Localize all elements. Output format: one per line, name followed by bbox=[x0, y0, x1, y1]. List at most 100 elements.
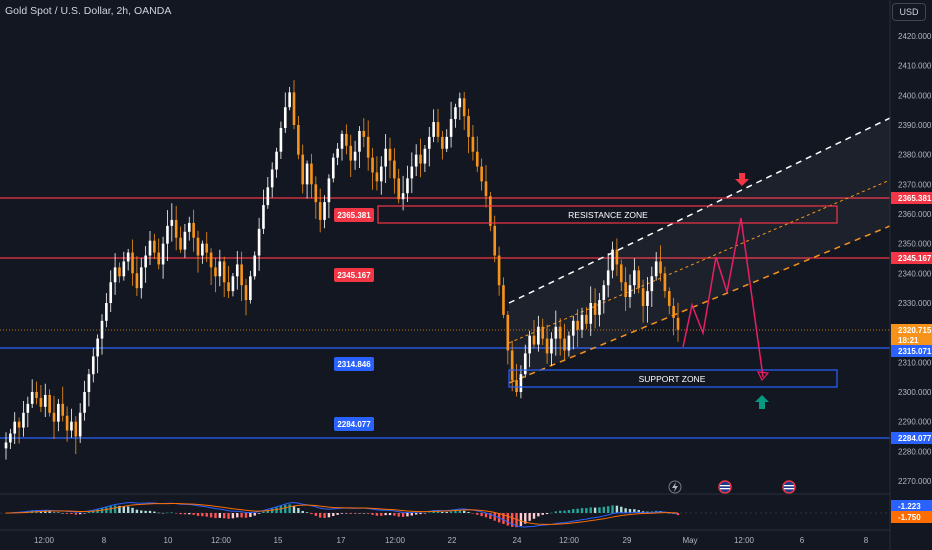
macd-histogram-bar bbox=[585, 508, 588, 513]
us-flag-event-icon-2[interactable] bbox=[782, 480, 796, 494]
macd-histogram-bar bbox=[87, 511, 91, 513]
ascending-channel[interactable] bbox=[508, 117, 891, 384]
macd-histogram-bar bbox=[201, 513, 204, 517]
macd-histogram-bar bbox=[257, 513, 261, 514]
price-axis-badge: 2345.167 bbox=[891, 252, 932, 264]
macd-histogram-bar bbox=[275, 507, 278, 513]
time-tick: 8 bbox=[864, 536, 869, 545]
macd-histogram-bar bbox=[336, 513, 339, 515]
up-arrow-icon[interactable] bbox=[755, 395, 769, 409]
level-label-2314[interactable]: 2314.846 bbox=[334, 357, 374, 371]
candle-body bbox=[576, 320, 579, 330]
candle-body bbox=[157, 252, 161, 265]
price-axis-badge-text: -1.223 bbox=[898, 502, 921, 511]
macd-histogram-bar bbox=[218, 513, 222, 518]
us-flag-event-icon[interactable] bbox=[718, 480, 732, 494]
candle-body bbox=[196, 237, 200, 256]
channel-upper-line[interactable] bbox=[508, 117, 891, 304]
levels-layer bbox=[0, 197, 890, 439]
candle-body bbox=[493, 225, 497, 256]
macd-histogram-bar bbox=[620, 506, 623, 513]
symbol-title[interactable]: Gold Spot / U.S. Dollar, 2h, OANDA bbox=[5, 5, 172, 17]
macd-histogram-bar bbox=[109, 506, 112, 513]
candle-body bbox=[633, 270, 636, 286]
macd-histogram-bar bbox=[668, 512, 671, 514]
candle-body bbox=[218, 261, 222, 277]
macd-histogram-bar bbox=[397, 513, 400, 517]
macd-histogram-bar bbox=[192, 513, 195, 515]
level-label-2345[interactable]: 2345.167 bbox=[334, 268, 374, 282]
candle-body bbox=[545, 338, 549, 354]
macd-histogram-bar bbox=[589, 507, 592, 513]
candle-body bbox=[379, 166, 383, 182]
level-label-2284[interactable]: 2284.077 bbox=[334, 417, 374, 431]
candle-body bbox=[650, 276, 654, 292]
candle-body bbox=[454, 107, 457, 120]
candle-body bbox=[397, 178, 401, 200]
candle-body bbox=[510, 350, 514, 381]
macd-histogram-bar bbox=[414, 513, 418, 515]
time-axis[interactable]: 12:00 8 10 12:00 15 17 12:00 22 24 12:00 29 May 12:0… bbox=[0, 529, 890, 545]
candle-body bbox=[541, 326, 545, 339]
macd-histogram-bar bbox=[353, 513, 357, 514]
candle-body bbox=[375, 172, 379, 182]
time-tick: 8 bbox=[102, 536, 107, 545]
macd-histogram-bar bbox=[419, 513, 422, 515]
macd-histogram-bar bbox=[166, 512, 169, 514]
candle-body bbox=[362, 130, 366, 137]
macd-histogram-bar bbox=[524, 513, 527, 524]
candle-body bbox=[292, 92, 296, 125]
currency-button[interactable]: USD bbox=[892, 3, 926, 21]
candle-body bbox=[118, 267, 121, 277]
candle-body bbox=[353, 151, 357, 161]
macd-histogram-bar bbox=[428, 512, 431, 513]
candle-body bbox=[427, 136, 431, 149]
macd-histogram-bar bbox=[598, 507, 601, 513]
candle-body bbox=[13, 421, 17, 434]
candle-body bbox=[471, 136, 475, 152]
macd-histogram-bar bbox=[323, 513, 326, 519]
time-tick: 6 bbox=[800, 536, 805, 545]
resistance-zone-label: RESISTANCE ZONE bbox=[568, 210, 648, 220]
candle-body bbox=[122, 261, 126, 277]
macd-histogram-bar bbox=[92, 510, 95, 513]
level-label-2345-text: 2345.167 bbox=[337, 271, 371, 280]
time-tick: 12:00 bbox=[211, 536, 232, 545]
support-zone[interactable]: SUPPORT ZONE bbox=[508, 369, 838, 388]
candle-body bbox=[646, 291, 649, 306]
macd-histogram-bar bbox=[537, 513, 540, 517]
candles-layer bbox=[4, 80, 680, 460]
price-axis[interactable]: 2420.000 2410.000 2400.000 2390.000 2380.000… bbox=[889, 0, 932, 550]
price-axis-badge-text: 18:21 bbox=[898, 336, 919, 345]
macd-histogram-bar bbox=[209, 513, 213, 518]
macd-histogram-bar bbox=[550, 512, 553, 514]
price-axis-badge-text: 2284.077 bbox=[898, 434, 932, 443]
macd-histogram-bar bbox=[57, 512, 60, 513]
down-arrow-icon[interactable] bbox=[735, 173, 749, 186]
level-label-2365[interactable]: 2365.381 bbox=[334, 208, 374, 222]
candle-body bbox=[445, 136, 449, 149]
resistance-zone-box[interactable] bbox=[377, 205, 838, 224]
macd-histogram-bar bbox=[236, 513, 239, 518]
macd-histogram-bar bbox=[423, 513, 427, 514]
candle-body bbox=[489, 196, 492, 226]
macd-pane[interactable] bbox=[0, 493, 890, 528]
macd-histogram-bar bbox=[432, 511, 435, 513]
macd-histogram-bar bbox=[284, 505, 287, 513]
candle-body bbox=[585, 314, 588, 324]
time-tick: 12:00 bbox=[385, 536, 406, 545]
candle-body bbox=[314, 184, 318, 203]
support-zone-box[interactable] bbox=[508, 369, 838, 388]
flash-event-icon[interactable] bbox=[668, 480, 682, 494]
candle-body bbox=[70, 421, 73, 431]
candle-body bbox=[275, 151, 278, 170]
projection-path[interactable] bbox=[682, 217, 764, 378]
macd-histogram-bar bbox=[318, 513, 322, 518]
channel-lower-line[interactable] bbox=[508, 225, 891, 384]
macd-histogram-bar bbox=[467, 512, 470, 513]
candle-body bbox=[563, 338, 566, 351]
resistance-zone[interactable]: RESISTANCE ZONE bbox=[377, 205, 838, 224]
